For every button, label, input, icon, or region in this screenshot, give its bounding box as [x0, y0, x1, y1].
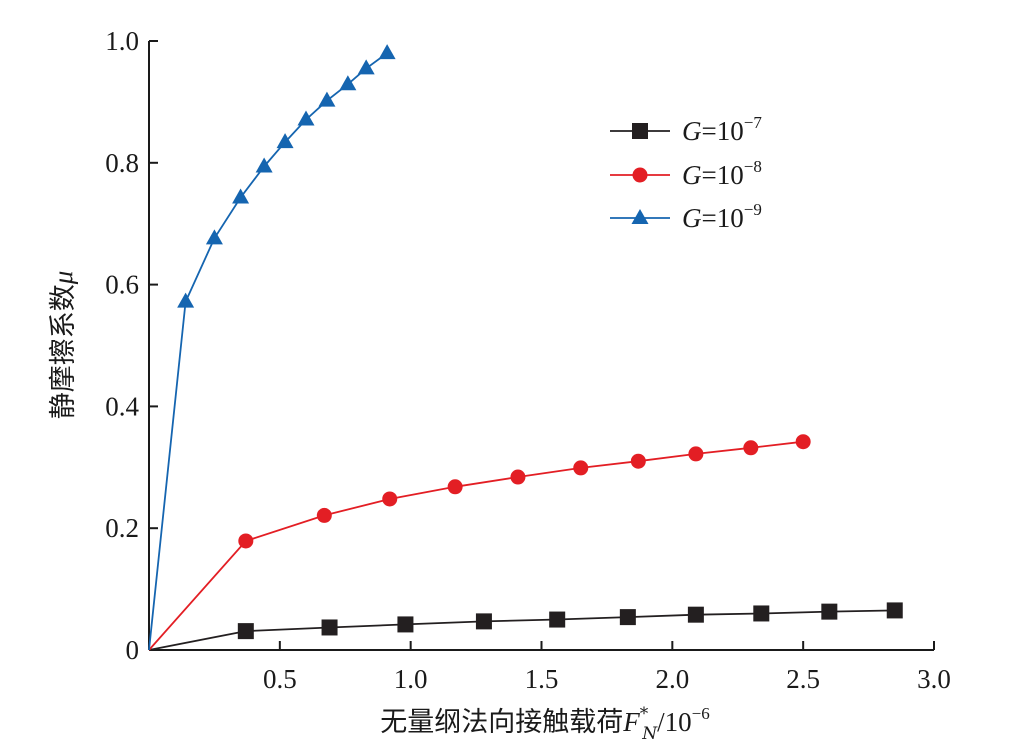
data-point	[886, 602, 903, 619]
x-tick-label: 1.5	[525, 664, 559, 694]
x-tick-label: 2.5	[786, 664, 820, 694]
legend-label: G=10−7	[682, 113, 762, 146]
x-tick-label: 2.0	[655, 664, 689, 694]
data-point	[688, 446, 704, 462]
y-tick-label: 0	[126, 635, 140, 665]
y-tick-label: 0.8	[105, 148, 139, 178]
y-axis-label: 静摩擦系数μ	[48, 271, 79, 420]
data-point	[318, 91, 336, 107]
data-point	[316, 507, 332, 523]
data-point	[205, 229, 223, 245]
y-tick-label: 1.0	[105, 26, 139, 56]
data-point	[795, 434, 811, 450]
data-point	[255, 157, 273, 173]
legend-entry: G=10−7	[610, 113, 762, 146]
legend-label: G=10−9	[682, 200, 762, 233]
data-point	[297, 110, 315, 126]
series-layer	[148, 44, 903, 651]
data-point	[339, 75, 357, 91]
legend-entry: G=10−8	[610, 157, 762, 190]
data-point	[573, 460, 589, 476]
legend-marker	[632, 167, 648, 183]
y-tick-label: 0.2	[105, 513, 139, 543]
x-tick-label: 3.0	[917, 664, 951, 694]
series-line	[148, 609, 895, 651]
data-point	[357, 59, 375, 75]
series-line	[148, 52, 388, 651]
legend-label: G=10−8	[682, 157, 762, 190]
y-ticks: 0 0.2 0.4 0.6 0.8 1.0	[105, 26, 158, 665]
data-point	[237, 623, 254, 640]
data-point	[743, 440, 759, 456]
data-point	[276, 133, 294, 149]
legend-marker	[631, 209, 649, 224]
data-point	[447, 479, 463, 495]
legend: G=10−7 G=10−8 G=10−9	[610, 113, 762, 233]
data-point	[549, 611, 566, 628]
series-2	[148, 434, 811, 651]
x-tick-label: 1.0	[394, 664, 428, 694]
legend-marker	[632, 123, 648, 139]
y-tick-label: 0.6	[105, 270, 139, 300]
data-point	[630, 453, 646, 469]
data-point	[382, 491, 398, 507]
data-point	[510, 469, 526, 485]
x-tick-label: 0.5	[263, 664, 297, 694]
series-3	[148, 44, 396, 651]
y-tick-label: 0.4	[105, 391, 139, 421]
data-point	[238, 533, 254, 549]
x-ticks: 0.5 1.0 1.5 2.0 2.5 3.0	[263, 641, 951, 694]
data-point	[821, 603, 838, 620]
data-point	[397, 616, 414, 633]
x-axis-label: 无量纲法向接触载荷F* N/10−6	[380, 704, 709, 744]
axes	[148, 41, 934, 651]
data-point	[475, 613, 492, 630]
series-1	[148, 602, 903, 651]
data-point	[232, 188, 250, 204]
data-point	[619, 609, 636, 626]
data-point	[687, 606, 704, 623]
data-point	[753, 605, 770, 622]
data-point	[378, 44, 396, 60]
data-point	[321, 619, 338, 636]
data-point	[177, 292, 195, 308]
legend-entry: G=10−9	[610, 200, 762, 233]
